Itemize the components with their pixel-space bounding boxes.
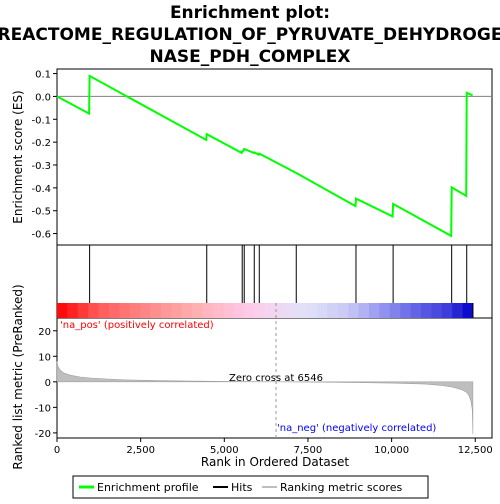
chart-title-line-3: NASE_PDH_COMPLEX xyxy=(150,47,351,67)
pos-correlated-label: 'na_pos' (positively correlated) xyxy=(60,320,214,331)
legend-box xyxy=(72,475,429,499)
es-y-tick-label: 0.1 xyxy=(35,70,51,81)
neg-correlated-label: 'na_neg' (negatively correlated) xyxy=(277,423,436,434)
es-y-tick-label: -0.1 xyxy=(31,115,51,126)
color-bar-segment xyxy=(441,303,453,318)
color-bar-segment xyxy=(108,303,120,318)
es-y-tick-label: -0.6 xyxy=(31,230,51,241)
color-bar-segment xyxy=(77,303,89,318)
es-y-tick-label: -0.4 xyxy=(31,184,51,195)
es-y-axis-label: Enrichment score (ES) xyxy=(11,90,25,223)
x-tick-label: 10,000 xyxy=(374,445,409,456)
color-bar-segment xyxy=(67,303,79,318)
color-bar-segment xyxy=(212,303,224,318)
color-bar-segment xyxy=(389,303,401,318)
color-bar-segment xyxy=(129,303,141,318)
color-bar-segment xyxy=(285,303,297,318)
es-y-tick-label: 0.0 xyxy=(35,92,51,103)
metric-y-axis-label: Ranked list metric (PreRanked) xyxy=(11,284,25,469)
ranking-metric-series xyxy=(56,303,474,438)
color-bar-segment xyxy=(254,303,266,318)
enrichment-panel-frame xyxy=(56,68,493,246)
enrichment-profile-line xyxy=(56,74,473,238)
legend-label-hits: Hits xyxy=(231,481,253,494)
color-bar-segment xyxy=(337,303,349,318)
color-bar-segment xyxy=(400,303,411,318)
color-bar-segment xyxy=(348,303,359,318)
color-bar-segment xyxy=(275,303,287,318)
zero-cross-label: Zero cross at 6546 xyxy=(229,373,323,384)
color-bar-segment xyxy=(57,303,68,318)
color-bar-segment xyxy=(379,303,391,318)
chart-title-line-2: REACTOME_REGULATION_OF_PYRUVATE_DEHYDROG… xyxy=(0,25,500,45)
color-bar-segment xyxy=(431,303,443,318)
x-axis-label: Rank in Ordered Dataset xyxy=(201,455,349,469)
ranking-metric-area xyxy=(56,361,474,435)
color-bar-segment xyxy=(327,303,339,318)
color-bar-segment xyxy=(119,303,131,318)
metric-y-tick-label: -20 xyxy=(35,429,51,440)
x-tick-label: 12,500 xyxy=(458,445,493,456)
enrichment-profile-series xyxy=(56,74,473,238)
color-bar-segment xyxy=(296,303,307,318)
color-bar-segment xyxy=(98,303,110,318)
x-axis: 0 2,500 5,000 7,500 10,000 12,500 xyxy=(54,438,493,456)
metric-panel-frame xyxy=(56,317,493,439)
es-y-tick-label: -0.2 xyxy=(31,138,51,149)
color-bar-segment xyxy=(420,303,432,318)
color-bar-segment xyxy=(171,303,183,318)
color-bar-segment xyxy=(192,303,203,318)
metric-y-axis: 20 10 0 -10 -20 xyxy=(35,327,57,440)
ranked-list-color-bar xyxy=(57,303,474,318)
color-bar-segment xyxy=(181,303,193,318)
es-y-tick-label: -0.5 xyxy=(31,207,51,218)
metric-y-tick-label: 20 xyxy=(38,327,51,338)
color-bar-segment xyxy=(452,303,463,318)
color-bar-segment xyxy=(264,303,276,318)
x-tick-label: 7,500 xyxy=(294,445,323,456)
metric-y-tick-label: 10 xyxy=(38,352,51,363)
color-bar-segment xyxy=(358,303,370,318)
color-bar-segment xyxy=(410,303,422,318)
color-bar-segment xyxy=(368,303,380,318)
es-y-tick-label: -0.3 xyxy=(31,161,51,172)
color-bar-segment xyxy=(316,303,328,318)
color-bar-segment xyxy=(88,303,99,318)
color-bar-segment xyxy=(160,303,172,318)
metric-y-tick-label: -10 xyxy=(35,403,51,414)
es-y-axis: 0.1 0.0 -0.1 -0.2 -0.3 -0.4 -0.5 -0.6 xyxy=(31,70,57,241)
x-tick-label: 5,000 xyxy=(210,445,239,456)
color-bar-segment xyxy=(202,303,214,318)
color-bar-segment xyxy=(140,303,151,318)
color-bar-segment xyxy=(150,303,162,318)
x-tick-label: 0 xyxy=(54,445,60,456)
legend-label-ranking-metric: Ranking metric scores xyxy=(280,481,402,494)
color-bar-segment xyxy=(462,303,474,318)
color-bar-segment xyxy=(244,303,255,318)
metric-y-tick-label: 0 xyxy=(45,378,51,389)
legend-label-enrichment-profile: Enrichment profile xyxy=(97,481,199,494)
hit-lines xyxy=(89,245,468,303)
chart-title-line-1: Enrichment plot: xyxy=(170,3,330,23)
color-bar-segment xyxy=(306,303,318,318)
color-bar-segment xyxy=(223,303,235,318)
x-tick-label: 2,500 xyxy=(126,445,155,456)
color-bar-segment xyxy=(233,303,245,318)
